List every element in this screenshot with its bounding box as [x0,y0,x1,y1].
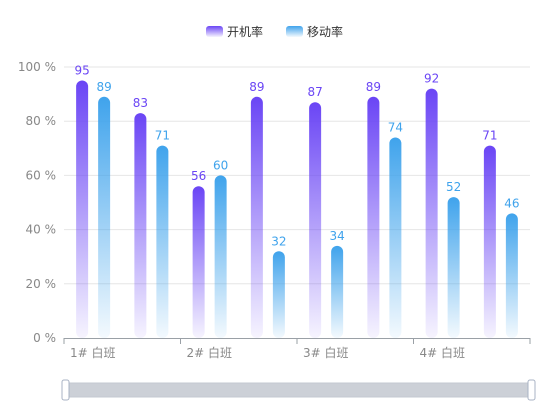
bar-series-1-5[interactable] [389,137,402,338]
data-label-series-0-0: 95 [74,64,89,78]
legend-item-series-1[interactable]: 移动率 [286,24,343,39]
y-tick-label: 60 % [26,168,57,182]
legend-swatch-series-1 [286,26,303,37]
data-label-series-1-7: 46 [504,196,519,210]
data-label-series-0-6: 92 [424,72,439,86]
bar-series-0-4[interactable] [309,102,322,338]
data-label-series-1-1: 71 [155,129,170,143]
zoom-slider-track[interactable] [65,382,533,398]
y-tick-label: 100 % [18,60,56,74]
data-label-series-0-5: 89 [366,80,381,94]
data-label-series-1-5: 74 [388,120,403,134]
data-labels: 95 89 83 71 56 60 89 32 87 34 89 74 92 52 71 46 [74,64,519,249]
x-axis: 1# 白班 2# 白班 3# 白班 4# 白班 [63,338,531,360]
legend-label-series-0: 开机率 [227,24,263,39]
zoom-slider[interactable] [61,379,536,401]
bar-series-1-2[interactable] [214,175,227,338]
bar-series-0-0[interactable] [76,80,89,339]
bar-series-0-2[interactable] [192,186,205,338]
bar-series-0-6[interactable] [425,88,438,339]
bar-series-0-1[interactable] [134,113,147,338]
data-label-series-0-4: 87 [307,85,322,99]
data-label-series-1-4: 34 [329,229,344,243]
bar-series-1-7[interactable] [505,213,518,338]
x-tick-label: 1# 白班 [70,345,116,360]
data-label-series-1-6: 52 [446,180,461,194]
bar-series-1-3[interactable] [272,251,285,338]
zoom-slider-right-handle[interactable] [527,379,536,401]
data-label-series-0-3: 89 [249,80,264,94]
x-tick-label: 3# 白班 [303,345,349,360]
data-label-series-0-2: 56 [191,169,206,183]
bar-series-1-0[interactable] [98,96,111,338]
legend: 开机率 移动率 [206,24,343,39]
legend-label-series-1: 移动率 [307,24,343,39]
zoom-slider-left-handle[interactable] [61,379,70,401]
bar-series-0-5[interactable] [367,96,380,338]
y-axis: 0 % 20 % 40 % 60 % 80 % 100 % [18,60,56,345]
data-label-series-0-1: 83 [133,96,148,110]
data-label-series-1-2: 60 [213,158,228,172]
y-tick-label: 0 % [33,331,56,345]
data-label-series-1-3: 32 [271,234,286,248]
data-label-series-1-0: 89 [96,80,111,94]
y-tick-label: 40 % [26,223,57,237]
bar-series-1-4[interactable] [331,245,344,338]
bar-series-0-7[interactable] [483,145,496,338]
legend-item-series-0[interactable]: 开机率 [206,24,263,39]
x-tick-label: 4# 白班 [420,345,466,360]
bar-series-0-3[interactable] [250,96,263,338]
y-tick-label: 20 % [26,277,57,291]
y-tick-label: 80 % [26,114,57,128]
x-tick-label: 2# 白班 [187,345,233,360]
bar-series-1-6[interactable] [447,197,460,338]
legend-swatch-series-0 [206,26,223,37]
bar-series-1-1[interactable] [156,145,169,338]
bars [76,80,518,339]
data-label-series-0-7: 71 [482,129,497,143]
